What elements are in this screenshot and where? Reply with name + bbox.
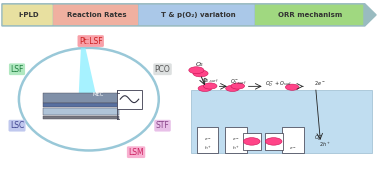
Polygon shape (79, 48, 96, 97)
Text: $O^-_{2,surf}$: $O^-_{2,surf}$ (230, 77, 246, 86)
Circle shape (193, 70, 208, 77)
Circle shape (203, 83, 217, 89)
FancyBboxPatch shape (255, 5, 363, 25)
Bar (282, 127, 304, 153)
Circle shape (243, 138, 260, 145)
Text: $2h^+$: $2h^+$ (319, 140, 331, 149)
Bar (265, 133, 283, 150)
Circle shape (198, 85, 212, 91)
Text: ORR mechanism: ORR mechanism (278, 12, 342, 18)
Text: i-PLD: i-PLD (19, 12, 39, 18)
FancyBboxPatch shape (3, 5, 53, 25)
Bar (43, 93, 119, 103)
Text: $O_2$: $O_2$ (195, 60, 204, 69)
Text: $O_{2,surf}$: $O_{2,surf}$ (202, 77, 219, 85)
Text: MEC: MEC (93, 92, 104, 97)
Text: PCO: PCO (155, 65, 170, 74)
Text: $e^-$
$h^+$: $e^-$ $h^+$ (203, 136, 212, 152)
Circle shape (285, 84, 299, 90)
Bar (197, 127, 218, 153)
Text: $O^-_O$: $O^-_O$ (314, 133, 323, 143)
Text: T & p(O₂) variation: T & p(O₂) variation (161, 12, 235, 18)
Text: LSC: LSC (10, 121, 24, 130)
Bar (43, 116, 119, 119)
Bar (117, 90, 142, 109)
Bar (43, 103, 119, 107)
FancyArrow shape (2, 4, 376, 26)
Bar (191, 90, 372, 153)
Text: $e^-$: $e^-$ (289, 145, 296, 152)
Text: $e^-$
$h^+$: $e^-$ $h^+$ (232, 136, 240, 152)
FancyBboxPatch shape (53, 5, 138, 25)
Bar (243, 133, 261, 150)
Text: STF: STF (156, 121, 169, 130)
Bar (225, 127, 247, 153)
Bar (43, 108, 119, 115)
Circle shape (231, 83, 245, 89)
Text: Pt:LSF: Pt:LSF (79, 37, 102, 45)
Text: LSF: LSF (10, 65, 24, 74)
Text: $O^-_O + O_{surf}$: $O^-_O + O_{surf}$ (265, 80, 292, 89)
Text: $2e^-$: $2e^-$ (314, 79, 325, 87)
Text: LSM: LSM (128, 148, 144, 157)
Circle shape (265, 138, 282, 145)
Text: Reaction Rates: Reaction Rates (67, 12, 127, 18)
FancyBboxPatch shape (138, 5, 254, 25)
Circle shape (226, 85, 239, 91)
Circle shape (189, 67, 204, 74)
